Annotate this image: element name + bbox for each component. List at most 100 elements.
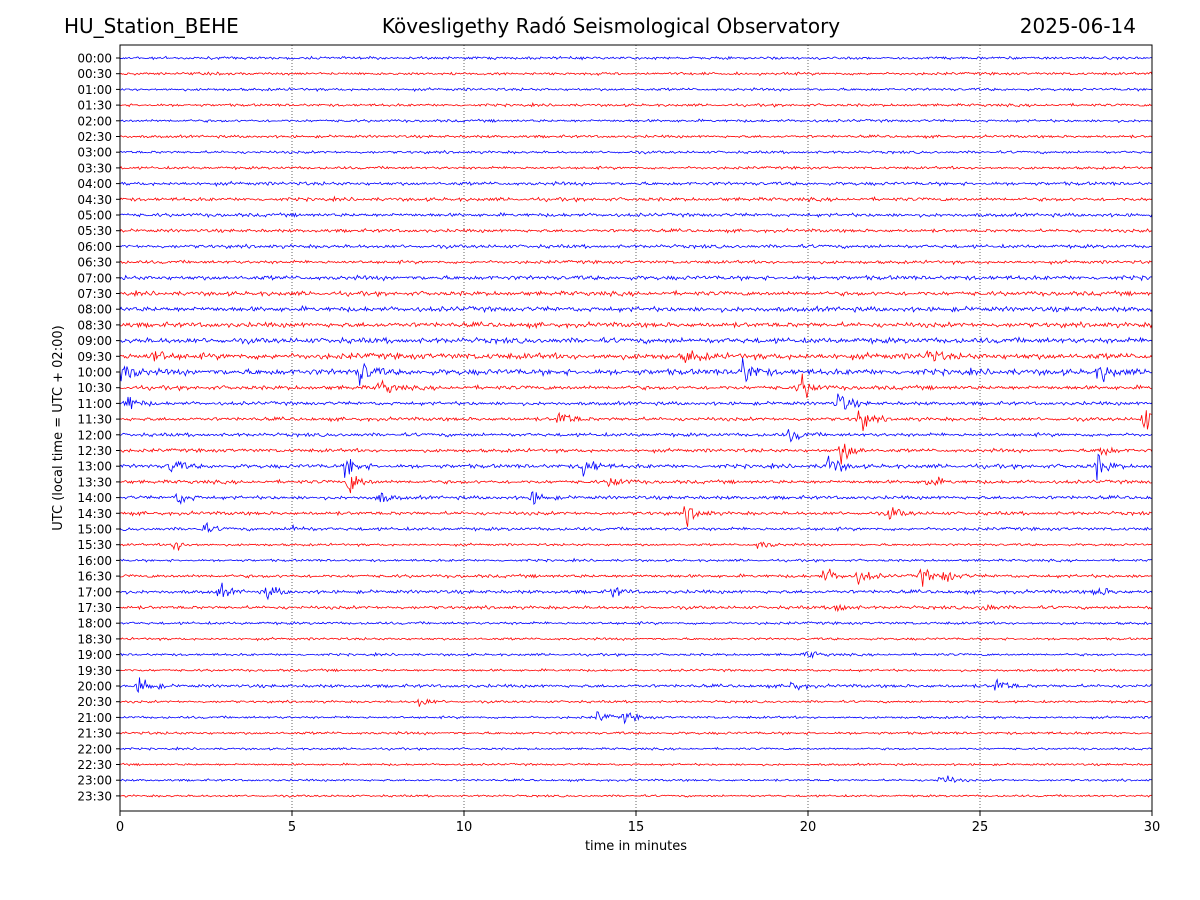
y-tick-label: 01:00 — [77, 83, 112, 97]
trace-1000 — [119, 357, 1153, 386]
x-tick-label: 20 — [800, 820, 817, 835]
trace-1700 — [120, 582, 1153, 601]
trace-1200 — [119, 429, 1153, 443]
y-tick-label: 03:00 — [77, 146, 112, 160]
trace-2200 — [119, 746, 1153, 751]
y-tick-label: 09:30 — [77, 350, 112, 364]
y-tick-label: 16:00 — [77, 554, 112, 568]
x-ticks: 0 5 10 15 20 25 30 — [116, 811, 1160, 835]
y-tick-label: 15:30 — [77, 538, 112, 552]
trace-1900 — [119, 651, 1153, 660]
y-tick-label: 18:30 — [77, 632, 112, 646]
trace-0130 — [119, 102, 1153, 108]
y-tick-label: 04:30 — [77, 193, 112, 207]
y-tick-label: 22:00 — [77, 742, 112, 756]
trace-0730 — [119, 289, 1153, 298]
y-tick-label: 20:00 — [77, 680, 112, 694]
trace-0300 — [119, 149, 1153, 155]
y-tick-label: 21:30 — [77, 727, 112, 741]
trace-0400 — [119, 180, 1153, 187]
y-tick-label: 19:30 — [77, 664, 112, 678]
trace-1600 — [119, 557, 1153, 563]
y-tick-label: 11:30 — [77, 413, 112, 427]
x-tick-label: 5 — [288, 820, 296, 835]
y-axis-label: UTC (local time = UTC + 02:00) — [51, 325, 66, 530]
trace-2330 — [119, 793, 1153, 798]
trace-1830 — [119, 636, 1153, 642]
y-tick-label: 06:00 — [77, 240, 112, 254]
trace-2030 — [119, 698, 1153, 707]
trace-0600 — [119, 243, 1153, 250]
trace-1800 — [119, 620, 1153, 626]
y-tick-label: 07:00 — [77, 271, 112, 285]
date-label: 2025-06-14 — [1019, 14, 1136, 38]
y-tick-label: 13:30 — [77, 475, 112, 489]
station-label: HU_Station_BEHE — [64, 14, 239, 38]
trace-0800 — [119, 305, 1153, 314]
trace-0430 — [119, 195, 1153, 203]
y-tick-label: 08:30 — [77, 318, 112, 332]
y-tick-label: 18:00 — [77, 617, 112, 631]
y-tick-label: 19:00 — [77, 648, 112, 662]
trace-0230 — [119, 134, 1153, 140]
y-tick-label: 08:00 — [77, 303, 112, 317]
trace-1100 — [119, 393, 1153, 410]
y-tick-label: 15:00 — [77, 523, 112, 537]
trace-0630 — [119, 259, 1153, 266]
y-tick-label: 23:00 — [77, 774, 112, 788]
y-tick-label: 10:30 — [77, 381, 112, 395]
trace-1130 — [119, 410, 1153, 432]
y-tick-label: 10:00 — [77, 366, 112, 380]
observatory-title: Kövesligethy Radó Seismological Observat… — [381, 14, 841, 38]
y-tick-label: 17:00 — [77, 585, 112, 599]
trace-0830 — [119, 320, 1153, 330]
y-tick-label: 13:00 — [77, 460, 112, 474]
trace-0030 — [119, 71, 1153, 77]
trace-1330 — [119, 475, 1153, 494]
trace-0200 — [119, 118, 1153, 124]
y-tick-label: 00:30 — [77, 67, 112, 81]
y-tick-label: 06:30 — [77, 256, 112, 270]
trace-1230 — [119, 443, 1153, 465]
y-tick-label: 14:00 — [77, 491, 112, 505]
traces — [119, 55, 1153, 798]
trace-1400 — [119, 491, 1153, 505]
trace-1630 — [119, 568, 1153, 587]
trace-1430 — [119, 506, 1153, 527]
grid-lines — [291, 45, 981, 811]
y-tick-label: 21:00 — [77, 711, 112, 725]
trace-0100 — [119, 87, 1153, 93]
trace-1500 — [119, 521, 1152, 534]
x-tick-label: 15 — [628, 820, 645, 835]
trace-2100 — [119, 711, 1153, 725]
y-tick-label: 07:30 — [77, 287, 112, 301]
trace-1730 — [119, 603, 1153, 613]
y-tick-label: 04:00 — [77, 177, 112, 191]
trace-0000 — [119, 55, 1153, 61]
trace-1300 — [119, 453, 1153, 481]
trace-2000 — [119, 677, 1153, 694]
trace-0500 — [119, 211, 1153, 218]
trace-0530 — [119, 227, 1153, 234]
y-tick-label: 12:00 — [77, 428, 112, 442]
x-tick-label: 10 — [456, 820, 473, 835]
trace-2130 — [119, 730, 1153, 736]
trace-2230 — [119, 762, 1153, 767]
y-tick-label: 00:00 — [77, 52, 112, 66]
y-tick-label: 05:30 — [77, 224, 112, 238]
y-tick-label: 02:00 — [77, 114, 112, 128]
trace-1930 — [119, 668, 1153, 673]
x-axis-label: time in minutes — [585, 839, 687, 854]
trace-0330 — [119, 165, 1153, 171]
x-tick-label: 25 — [972, 820, 989, 835]
trace-0900 — [119, 336, 1153, 346]
trace-2300 — [119, 775, 1153, 783]
y-tick-label: 22:30 — [77, 758, 112, 772]
y-tick-label: 20:30 — [77, 695, 112, 709]
y-tick-label: 02:30 — [77, 130, 112, 144]
y-tick-label: 23:30 — [77, 789, 112, 803]
y-tick-label: 17:30 — [77, 601, 112, 615]
trace-1530 — [119, 541, 1153, 551]
